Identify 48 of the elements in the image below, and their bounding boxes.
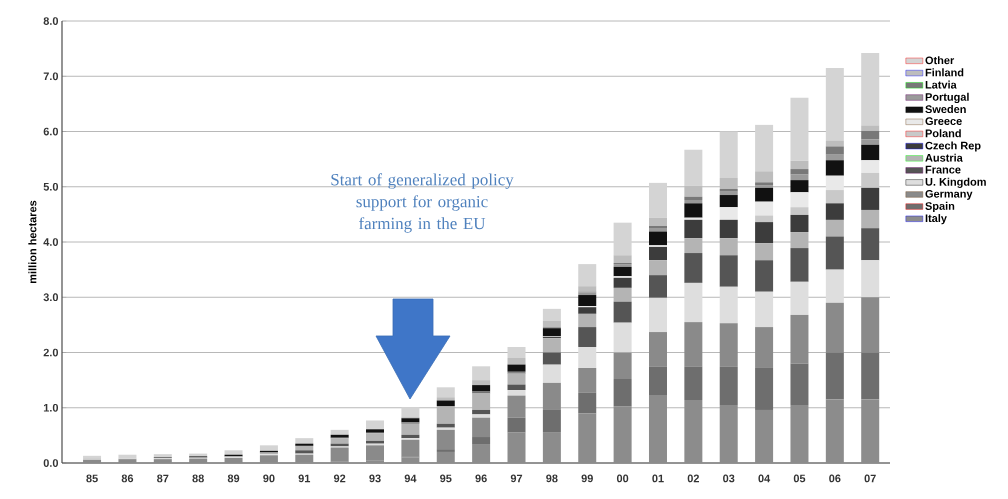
legend-label: Finland bbox=[925, 68, 964, 77]
x-tick-label: 96 bbox=[475, 474, 487, 483]
x-tick-label: 04 bbox=[758, 474, 771, 483]
legend-label: Germany bbox=[925, 189, 973, 200]
x-tick-label: 03 bbox=[723, 474, 735, 483]
annotation: Start of generalized policy support for organic farming in the EU bbox=[331, 173, 514, 233]
legend-label: Italy bbox=[925, 214, 947, 225]
x-tick-label: 93 bbox=[369, 474, 381, 483]
y-tick-label: 2.0 bbox=[43, 348, 59, 357]
legend-label: Spain bbox=[925, 201, 955, 213]
y-tick-label: 8.0 bbox=[43, 17, 59, 25]
legend-label: Latvia bbox=[925, 80, 957, 89]
x-tick-label: 01 bbox=[652, 474, 664, 483]
x-tick-label: 02 bbox=[687, 474, 700, 483]
x-tick-label: 95 bbox=[440, 474, 452, 483]
x-tick-label: 88 bbox=[192, 474, 204, 483]
x-tick-label: 85 bbox=[86, 474, 98, 483]
y-tick-label: 1.0 bbox=[43, 403, 59, 412]
legend-label: Austria bbox=[925, 153, 963, 162]
y-tick-label: 3.0 bbox=[43, 293, 59, 302]
x-tick-label: 87 bbox=[157, 474, 169, 483]
x-tick-label: 94 bbox=[404, 474, 417, 483]
legend-label: Poland bbox=[925, 129, 961, 138]
x-tick-label: 05 bbox=[793, 474, 806, 483]
y-tick-label: 4.0 bbox=[43, 238, 59, 246]
x-tick-label: 90 bbox=[263, 474, 275, 483]
legend-label: Czech Rep bbox=[925, 141, 981, 152]
y-axis-title: million hectares bbox=[28, 200, 37, 283]
y-tick-label: 7.0 bbox=[43, 72, 59, 81]
x-tick-label: 98 bbox=[546, 474, 558, 483]
legend-label: U. Kingdom bbox=[925, 177, 986, 188]
y-tick-label: 6.0 bbox=[43, 127, 59, 136]
legend-label: Sweden bbox=[925, 105, 966, 114]
x-tick-label: 91 bbox=[298, 474, 311, 483]
x-tick-label: 97 bbox=[510, 474, 523, 483]
legend-label: Greece bbox=[925, 117, 962, 126]
legend-label: Portugal bbox=[925, 92, 969, 104]
legend-label: France bbox=[925, 165, 961, 174]
x-tick-label: 00 bbox=[616, 474, 629, 483]
x-tick-label: 89 bbox=[227, 474, 240, 483]
legend-label: Other bbox=[925, 56, 955, 65]
x-tick-label: 92 bbox=[333, 474, 346, 483]
x-tick-label: 99 bbox=[581, 474, 593, 483]
y-tick-label: 0.0 bbox=[43, 459, 59, 467]
x-tick-label: 07 bbox=[864, 474, 876, 483]
x-tick-label: 06 bbox=[829, 474, 841, 483]
y-tick-label: 5.0 bbox=[43, 182, 59, 191]
x-tick-label: 86 bbox=[121, 474, 134, 483]
